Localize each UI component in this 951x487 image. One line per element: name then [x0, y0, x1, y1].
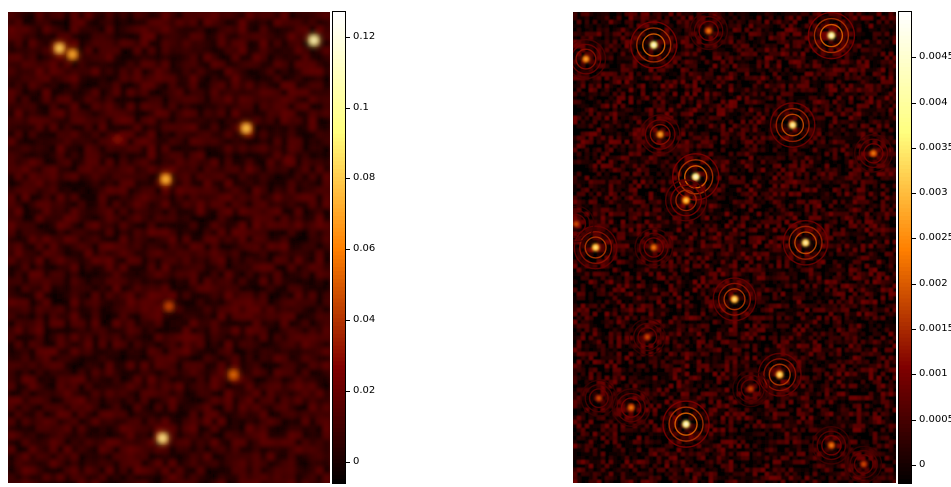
source-peak	[285, 157, 291, 163]
colorbar-tick-label: 0.004	[919, 98, 948, 108]
colorbar-tick-mark	[912, 238, 916, 239]
colorbar-tick-label: 0.003	[919, 188, 948, 198]
source-peak	[707, 29, 711, 33]
source-peak	[253, 244, 259, 250]
source-peak	[163, 176, 169, 182]
source-peak	[830, 444, 834, 448]
colorbar-tick-mark	[912, 465, 916, 466]
colorbar-tick-mark	[912, 420, 916, 421]
source-peak	[684, 199, 688, 203]
colorbar-tick-label: 0	[919, 460, 925, 470]
left-heatmap	[8, 12, 330, 483]
source-peak	[658, 133, 662, 137]
left-colorbar-gradient	[333, 12, 345, 483]
colorbar-tick-mark	[912, 103, 916, 104]
source-peak	[574, 222, 578, 226]
colorbar-tick-mark	[912, 329, 916, 330]
left-colorbar	[332, 11, 346, 484]
colorbar-tick-label: 0.0025	[919, 233, 951, 243]
colorbar-tick-mark	[912, 193, 916, 194]
source-peak	[159, 435, 165, 441]
colorbar-tick-label: 0	[353, 457, 359, 467]
colorbar-tick-label: 0.0015	[919, 324, 951, 334]
left-heatmap-svg	[8, 12, 330, 483]
colorbar-tick-mark	[346, 108, 350, 109]
colorbar-tick-mark	[912, 374, 916, 375]
colorbar-tick-mark	[912, 148, 916, 149]
source-peak	[872, 152, 876, 156]
right-colorbar-gradient	[899, 12, 911, 483]
source-peak	[652, 246, 656, 250]
colorbar-tick-label: 0.1	[353, 103, 369, 113]
background-noise	[573, 12, 896, 483]
source-peak	[694, 175, 698, 179]
source-peak	[69, 51, 75, 57]
colorbar-tick-label: 0.06	[353, 244, 375, 254]
colorbar-tick-mark	[346, 320, 350, 321]
colorbar-tick-mark	[346, 391, 350, 392]
source-peak	[830, 34, 834, 38]
source-peak	[594, 246, 598, 250]
colorbar-step	[899, 479, 911, 483]
right-heatmap-svg	[573, 12, 896, 483]
right-heatmap	[573, 12, 896, 483]
colorbar-tick-mark	[912, 57, 916, 58]
colorbar-tick-label: 0.002	[919, 279, 948, 289]
source-peak	[56, 45, 62, 51]
right-colorbar	[898, 11, 912, 484]
source-peak	[230, 371, 236, 377]
background-noise	[8, 12, 330, 483]
source-peak	[684, 422, 688, 426]
colorbar-tick-label: 0.001	[919, 369, 948, 379]
source-peak	[166, 303, 172, 309]
source-peak	[862, 462, 866, 466]
colorbar-tick-mark	[346, 37, 350, 38]
colorbar-tick-mark	[346, 178, 350, 179]
colorbar-tick-mark	[912, 284, 916, 285]
colorbar-tick-mark	[346, 249, 350, 250]
source-peak	[791, 123, 795, 127]
colorbar-step	[333, 479, 345, 483]
source-peak	[597, 396, 601, 400]
source-peak	[645, 335, 649, 339]
source-peak	[652, 43, 656, 47]
source-peak	[114, 136, 120, 142]
colorbar-tick-label: 0.08	[353, 173, 375, 183]
source-peak	[778, 373, 782, 377]
source-peak	[733, 298, 737, 302]
colorbar-tick-mark	[346, 462, 350, 463]
source-peak	[243, 125, 249, 131]
source-peak	[749, 387, 753, 391]
colorbar-tick-label: 0.02	[353, 386, 375, 396]
colorbar-tick-label: 0.0045	[919, 52, 951, 62]
source-peak	[629, 406, 633, 410]
source-peak	[804, 241, 808, 245]
source-peak	[584, 57, 588, 61]
colorbar-tick-label: 0.0005	[919, 415, 951, 425]
colorbar-tick-label: 0.12	[353, 32, 375, 42]
colorbar-tick-label: 0.04	[353, 315, 375, 325]
source-peak	[311, 37, 317, 43]
colorbar-tick-label: 0.0035	[919, 143, 951, 153]
